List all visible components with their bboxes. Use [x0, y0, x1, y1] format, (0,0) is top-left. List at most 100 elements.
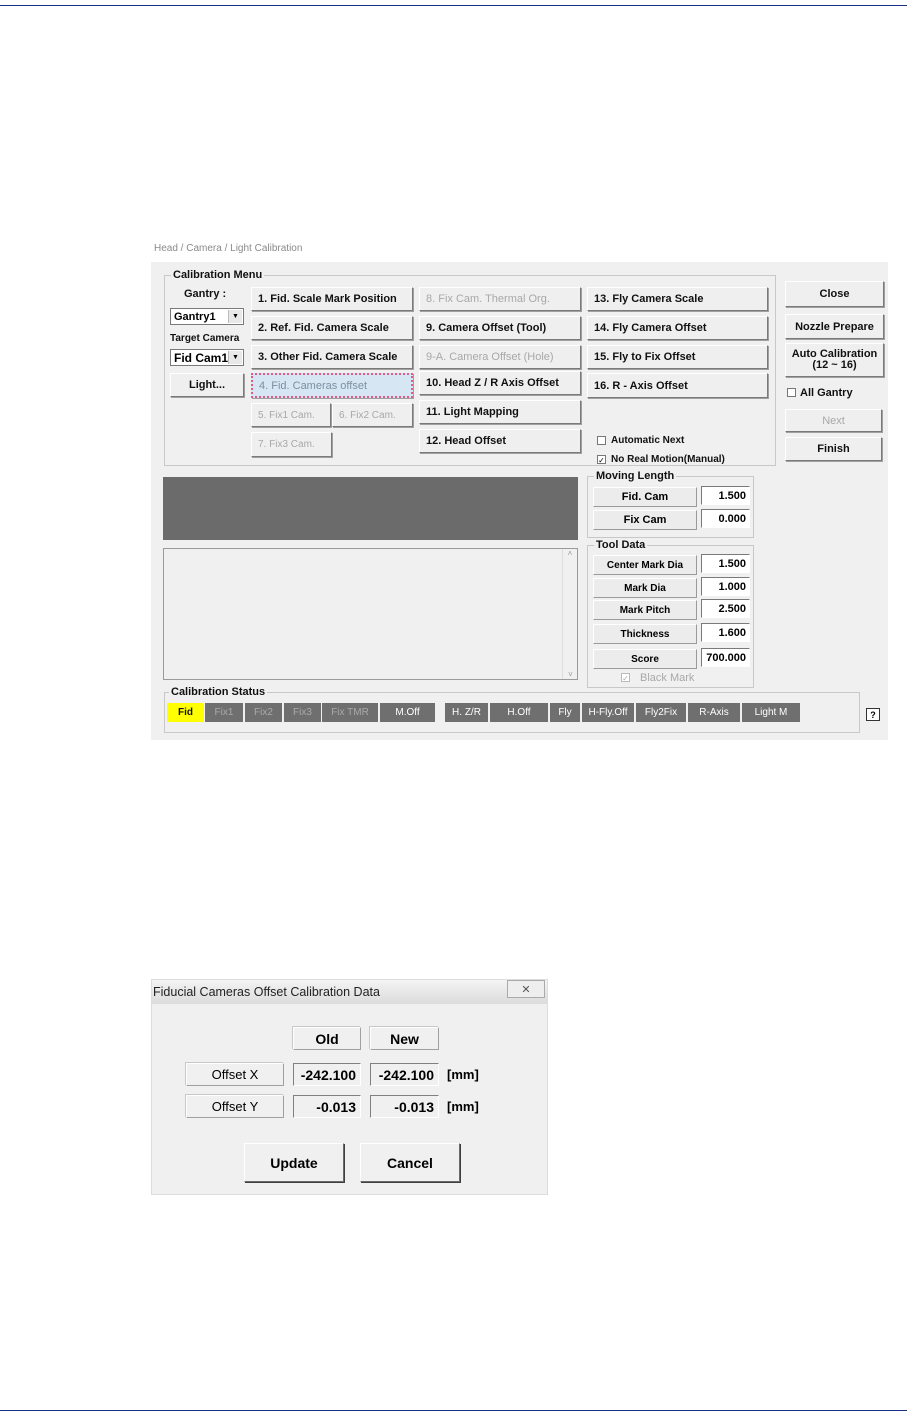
- status-cell: Fly: [550, 703, 580, 722]
- tool-data-title: Tool Data: [594, 539, 648, 551]
- all-gantry-label: All Gantry: [800, 387, 853, 399]
- update-button[interactable]: Update: [244, 1143, 344, 1182]
- footer-rule: [0, 1410, 907, 1411]
- menu-button-16-r-axis-offset[interactable]: 16. R - Axis Offset: [587, 373, 768, 398]
- moving-length-label: Fix Cam: [593, 510, 697, 530]
- black-mark-checkbox[interactable]: ✓: [621, 673, 630, 683]
- next-button[interactable]: Next: [785, 409, 882, 432]
- unit-label: [mm]: [447, 1067, 479, 1082]
- status-cell: Fix1: [205, 703, 243, 722]
- black-mark-label: Black Mark: [640, 672, 695, 684]
- chevron-down-icon: ▼: [228, 351, 242, 364]
- gantry-value: Gantry1: [174, 310, 216, 323]
- tool-data-label: Center Mark Dia: [593, 555, 697, 575]
- tool-data-group: Tool Data: [587, 539, 754, 688]
- menu-button-14-fly-camera-offset[interactable]: 14. Fly Camera Offset: [587, 316, 768, 340]
- no-real-motion-checkbox[interactable]: ✓: [597, 455, 606, 465]
- menu-button-2-ref-fid-camera-scale[interactable]: 2. Ref. Fid. Camera Scale: [251, 316, 413, 340]
- menu-button-15-fly-to-fix-offset[interactable]: 15. Fly to Fix Offset: [587, 345, 768, 369]
- auto-calibration-button[interactable]: Auto Calibration (12 ~ 16): [785, 343, 884, 377]
- status-cell: Fid: [167, 703, 204, 722]
- new-column-header: New: [370, 1027, 439, 1050]
- old-value-field: -242.100: [293, 1063, 361, 1086]
- menu-button-6-fix2-cam[interactable]: 6. Fix2 Cam.: [332, 403, 413, 427]
- tool-data-label: Mark Pitch: [593, 600, 697, 620]
- status-cell: H.Off: [490, 703, 548, 722]
- calibration-status-title: Calibration Status: [169, 686, 268, 698]
- menu-button-1-fid-scale-mark-position[interactable]: 1. Fid. Scale Mark Position: [251, 287, 413, 311]
- tool-data-label: Thickness: [593, 624, 697, 644]
- moving-length-input[interactable]: 0.000: [701, 509, 750, 528]
- offset-row-label: Offset Y: [186, 1095, 284, 1118]
- status-cell: H-Fly.Off: [582, 703, 634, 722]
- menu-button-5-fix1-cam[interactable]: 5. Fix1 Cam.: [251, 403, 331, 427]
- menu-button-4-fid-cameras-offset[interactable]: 4. Fid. Cameras offset: [251, 373, 413, 398]
- gantry-label: Gantry :: [184, 288, 227, 300]
- scroll-up-icon[interactable]: ˄: [567, 549, 573, 558]
- moving-length-group: Moving Length: [587, 470, 754, 538]
- nozzle-prepare-button[interactable]: Nozzle Prepare: [785, 314, 884, 339]
- moving-length-input[interactable]: 1.500: [701, 486, 750, 505]
- menu-button-3-other-fid-camera-scale[interactable]: 3. Other Fid. Camera Scale: [251, 345, 413, 369]
- status-cell: Fly2Fix: [636, 703, 686, 722]
- gantry-select[interactable]: Gantry1 ▼: [170, 308, 244, 325]
- status-cell: R-Axis: [688, 703, 740, 722]
- scroll-down-icon[interactable]: ˅: [568, 670, 573, 679]
- log-scrollbar[interactable]: ˄ ˅: [562, 549, 577, 679]
- old-column-header: Old: [293, 1027, 361, 1050]
- menu-button-7-fix3-cam[interactable]: 7. Fix3 Cam.: [251, 432, 332, 457]
- dialog-title-bar: Fiducial Cameras Offset Calibration Data…: [152, 980, 547, 1004]
- automatic-next-label: Automatic Next: [611, 435, 685, 446]
- unit-label: [mm]: [447, 1099, 479, 1114]
- cancel-button[interactable]: Cancel: [360, 1143, 460, 1182]
- calibration-menu-group: Calibration Menu: [164, 269, 776, 466]
- menu-button-9-a-camera-offset-hole[interactable]: 9-A. Camera Offset (Hole): [419, 345, 581, 369]
- close-button[interactable]: Close: [785, 281, 884, 307]
- moving-length-title: Moving Length: [594, 470, 677, 482]
- status-cell: M.Off: [380, 703, 435, 722]
- status-cell: Fix2: [245, 703, 282, 722]
- light-button[interactable]: Light...: [170, 373, 244, 397]
- tool-data-input[interactable]: 1.600: [701, 623, 750, 642]
- chevron-down-icon: ▼: [228, 310, 242, 323]
- target-camera-value: Fid Cam1: [174, 350, 229, 365]
- offset-row-label: Offset X: [186, 1063, 284, 1086]
- dialog-title: Fiducial Cameras Offset Calibration Data: [153, 985, 380, 999]
- header-rule: [0, 5, 907, 6]
- auto-calibration-range: (12 ~ 16): [812, 359, 857, 371]
- status-cell: Fix TMR: [322, 703, 378, 722]
- moving-length-label: Fid. Cam: [593, 487, 697, 507]
- automatic-next-checkbox[interactable]: [597, 436, 606, 445]
- finish-button[interactable]: Finish: [785, 437, 882, 461]
- breadcrumb: Head / Camera / Light Calibration: [154, 243, 303, 254]
- no-real-motion-label: No Real Motion(Manual): [611, 454, 725, 465]
- tool-data-input[interactable]: 1.500: [701, 554, 750, 573]
- old-value-field: -0.013: [293, 1095, 361, 1118]
- menu-button-11-light-mapping[interactable]: 11. Light Mapping: [419, 400, 581, 424]
- calibration-window: Calibration Menu Gantry : Gantry1 ▼ Targ…: [151, 262, 888, 740]
- calibration-status-group: Calibration Status: [164, 686, 860, 733]
- all-gantry-checkbox[interactable]: [787, 388, 796, 397]
- help-button[interactable]: ?: [866, 708, 880, 721]
- menu-button-13-fly-camera-scale[interactable]: 13. Fly Camera Scale: [587, 287, 768, 311]
- tool-data-label: Mark Dia: [593, 578, 697, 598]
- status-cell: Light M: [742, 703, 800, 722]
- new-value-field: -0.013: [370, 1095, 439, 1118]
- auto-calibration-label: Auto Calibration: [791, 348, 878, 360]
- menu-button-10-head-z-r-axis-offset[interactable]: 10. Head Z / R Axis Offset: [419, 371, 581, 395]
- new-value-field: -242.100: [370, 1063, 439, 1086]
- log-textarea[interactable]: ˄ ˅: [163, 548, 578, 680]
- menu-button-12-head-offset[interactable]: 12. Head Offset: [419, 429, 581, 453]
- menu-button-8-fix-cam-thermal-org[interactable]: 8. Fix Cam. Thermal Org.: [419, 287, 581, 311]
- target-camera-select[interactable]: Fid Cam1 ▼: [170, 349, 244, 366]
- status-cell: H. Z/R: [445, 703, 488, 722]
- camera-display-panel: [163, 477, 578, 540]
- close-x-icon[interactable]: ✕: [507, 980, 545, 998]
- tool-data-input[interactable]: 1.000: [701, 577, 750, 596]
- tool-data-input[interactable]: 2.500: [701, 599, 750, 618]
- menu-button-9-camera-offset-tool[interactable]: 9. Camera Offset (Tool): [419, 316, 581, 340]
- calibration-menu-title: Calibration Menu: [171, 269, 265, 281]
- tool-data-label: Score: [593, 649, 697, 669]
- tool-data-input[interactable]: 700.000: [701, 648, 750, 667]
